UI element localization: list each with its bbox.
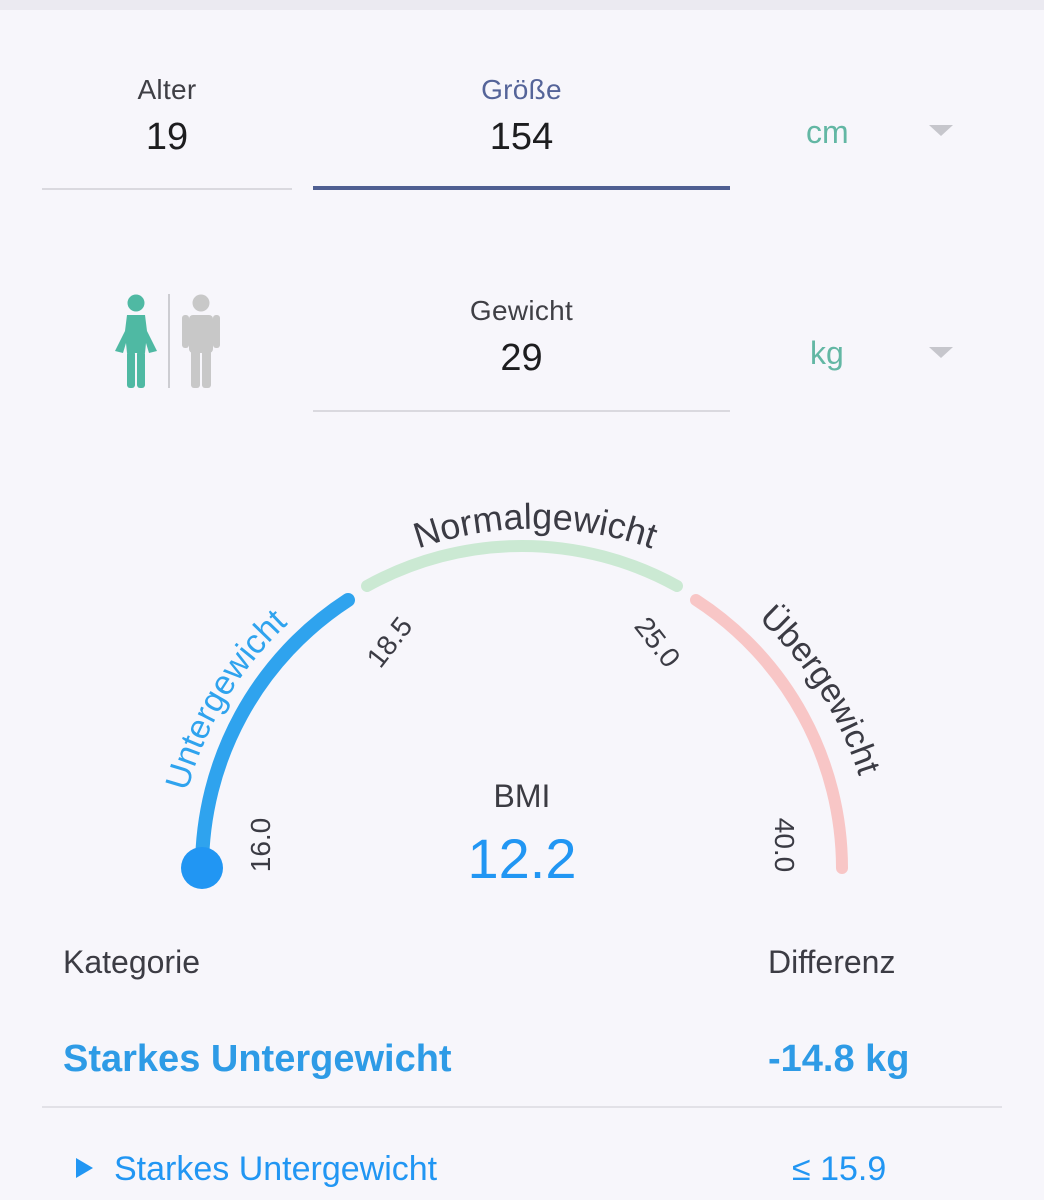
gauge-segment-underweight [195, 593, 355, 875]
status-strip [0, 0, 1044, 10]
weight-unit-select[interactable]: kg [810, 335, 844, 371]
gender-toggle[interactable] [112, 293, 222, 391]
weight-value[interactable]: 29 [500, 337, 543, 379]
expand-arrow-icon[interactable] [76, 1158, 93, 1178]
weight-underline [313, 410, 730, 412]
gauge-tick-16: 16.0 [245, 818, 276, 873]
weight-label: Gewicht [469, 295, 574, 326]
gauge-tick-40: 40.0 [769, 818, 800, 873]
difference-header: Differenz [768, 944, 896, 980]
height-underline [313, 186, 730, 190]
height-label: Größe [481, 74, 562, 105]
height-unit-dropdown-icon[interactable] [929, 125, 953, 136]
category-header: Kategorie [63, 944, 200, 980]
gauge-tick-25: 25.0 [628, 611, 686, 673]
height-unit-select[interactable]: cm [806, 114, 849, 150]
bmi-label: BMI [493, 778, 551, 814]
weight-field[interactable]: Gewicht 29 [313, 295, 730, 380]
gauge-indicator-dot [181, 847, 223, 889]
bmi-value: 12.2 [467, 827, 577, 890]
age-underline [42, 188, 292, 190]
age-field[interactable]: Alter 19 [42, 74, 292, 159]
gauge-segment-normal [361, 539, 683, 592]
gauge-segment-overweight [690, 594, 848, 874]
age-value[interactable]: 19 [145, 116, 189, 158]
table-row-label[interactable]: Starkes Untergewicht [114, 1150, 438, 1188]
category-value: Starkes Untergewicht [63, 1038, 452, 1080]
weight-unit-dropdown-icon[interactable] [929, 347, 953, 358]
difference-value: -14.8 kg [768, 1038, 910, 1080]
male-icon[interactable] [182, 294, 220, 389]
height-field[interactable]: Größe 154 [313, 74, 730, 159]
gender-divider [168, 294, 170, 388]
table-row-range: ≤ 15.9 [792, 1150, 887, 1188]
height-value[interactable]: 154 [489, 116, 554, 158]
bmi-gauge: Untergewicht Normalgewicht Übergewicht 1… [158, 496, 888, 889]
age-label: Alter [137, 74, 197, 105]
gender-icons [115, 294, 220, 389]
result-divider [42, 1106, 1002, 1108]
female-icon[interactable] [115, 294, 157, 389]
gauge-tick-18-5: 18.5 [361, 611, 419, 673]
